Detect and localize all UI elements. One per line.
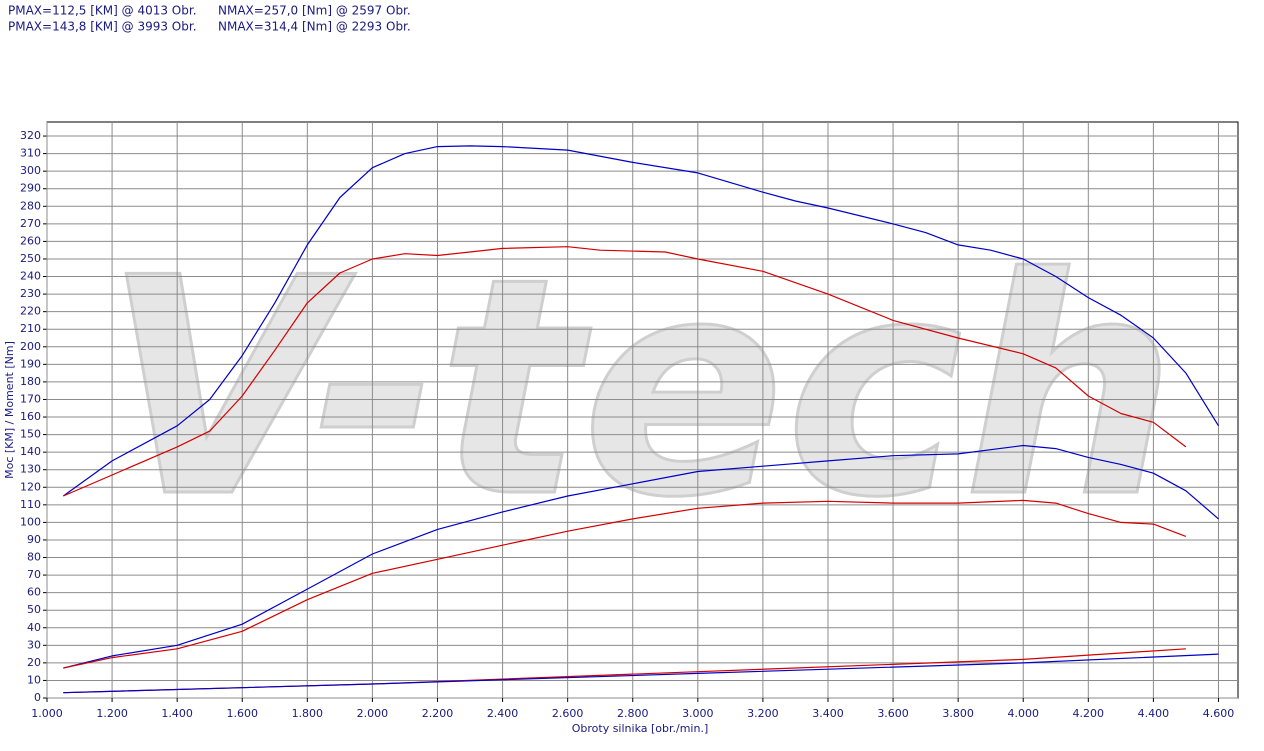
y-tick-label: 70 (27, 568, 41, 581)
y-tick-label: 40 (27, 621, 41, 634)
y-tick-label: 90 (27, 533, 41, 546)
y-tick-label: 10 (27, 673, 41, 686)
y-tick-label: 160 (20, 410, 41, 423)
y-tick-label: 290 (20, 182, 41, 195)
y-tick-label: 50 (27, 603, 41, 616)
x-tick-label: 1.000 (31, 707, 63, 720)
line-series (62, 145, 1220, 497)
y-tick-label: 280 (20, 199, 41, 212)
x-tick-label: 2.800 (617, 707, 649, 720)
x-tick-label: 2.000 (357, 707, 389, 720)
x-tick-label: 3.400 (812, 707, 844, 720)
x-tick-label: 1.600 (226, 707, 258, 720)
y-tick-label: 20 (27, 656, 41, 669)
y-tick-label: 30 (27, 638, 41, 651)
x-tick-label: 3.800 (942, 707, 974, 720)
y-tick-label: 130 (20, 463, 41, 476)
x-tick-label: 3.200 (747, 707, 779, 720)
plot-area (46, 121, 1239, 699)
watermark: V-tech (103, 214, 1176, 563)
y-tick-label: 310 (20, 147, 41, 160)
y-axis-label: Moc [KM] / Moment [Nm] (3, 341, 16, 479)
y-tick-label: 80 (27, 551, 41, 564)
x-tick-label: 1.200 (96, 707, 128, 720)
annotation: NMAX=314,4 [Nm] @ 2293 Obr. (218, 20, 411, 34)
x-tick-label: 1.800 (292, 707, 324, 720)
y-tick-label: 60 (27, 586, 41, 599)
x-tick-label: 3.000 (682, 707, 714, 720)
y-tick-label: 270 (20, 217, 41, 230)
y-tick-label: 220 (20, 305, 41, 318)
annotation: PMAX=143,8 [KM] @ 3993 Obr. (8, 20, 197, 34)
x-tick-label: 2.200 (422, 707, 454, 720)
y-tick-label: 0 (34, 691, 41, 704)
line-series (63, 653, 1219, 694)
y-tick-label: 140 (20, 445, 41, 458)
y-tick-label: 210 (20, 322, 41, 335)
x-tick-label: 4.000 (1007, 707, 1039, 720)
x-tick-label: 4.400 (1138, 707, 1170, 720)
y-tick-label: 170 (20, 392, 41, 405)
y-tick-label: 110 (20, 498, 41, 511)
y-tick-label: 100 (20, 515, 41, 528)
y-tick-label: 150 (20, 428, 41, 441)
x-tick-label: 3.600 (877, 707, 909, 720)
x-tick-label: 2.600 (552, 707, 584, 720)
x-tick-label: 4.600 (1203, 707, 1235, 720)
line-series (63, 499, 1187, 669)
y-tick-label: 120 (20, 480, 41, 493)
y-tick-label: 300 (20, 164, 41, 177)
y-tick-label: 230 (20, 287, 41, 300)
line-series (63, 246, 1187, 497)
x-tick-label: 4.200 (1073, 707, 1105, 720)
y-tick-label: 260 (20, 234, 41, 247)
annotation: NMAX=257,0 [Nm] @ 2597 Obr. (218, 4, 411, 18)
y-tick-label: 240 (20, 270, 41, 283)
y-tick-label: 180 (20, 375, 41, 388)
y-tick-label: 190 (20, 357, 41, 370)
x-tick-label: 1.400 (161, 707, 193, 720)
annotation: PMAX=112,5 [KM] @ 4013 Obr. (8, 4, 197, 18)
line-series (63, 444, 1219, 669)
y-tick-label: 320 (20, 129, 41, 142)
x-tick-label: 2.400 (487, 707, 519, 720)
y-tick-label: 250 (20, 252, 41, 265)
y-tick-label: 200 (20, 340, 41, 353)
x-axis-label: Obroty silnika [obr./min.] (572, 722, 709, 735)
